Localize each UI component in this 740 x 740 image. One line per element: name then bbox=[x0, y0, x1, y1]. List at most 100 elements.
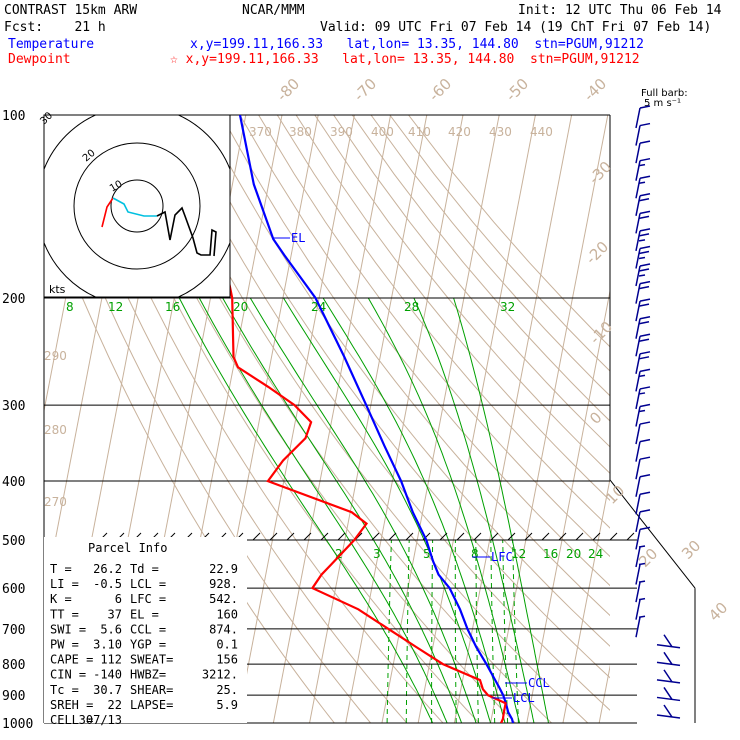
organization: NCAR/MMM bbox=[242, 3, 305, 18]
wind-barb-staff bbox=[635, 353, 641, 374]
wind-barb-flag bbox=[638, 215, 650, 220]
wind-barb-flag bbox=[639, 140, 651, 144]
legend-temperature-label: Temperature bbox=[8, 37, 94, 52]
dry-adiabat-line bbox=[408, 115, 610, 348]
theta-label: 290 bbox=[44, 349, 67, 363]
wind-barb-flag bbox=[639, 438, 651, 443]
dry-adiabat-line bbox=[108, 115, 516, 723]
isotherm-label: -70 bbox=[350, 75, 380, 105]
wind-barb-staff bbox=[635, 459, 641, 480]
parcel-info-cell: -140 bbox=[93, 668, 122, 682]
wind-barb-staff bbox=[635, 160, 641, 181]
isotherm-label: -10 bbox=[586, 318, 616, 348]
parcel-info-cell: LFC = bbox=[130, 592, 166, 606]
parcel-info-cell: 542. bbox=[209, 592, 238, 606]
parcel-info-cell: 37 bbox=[108, 607, 122, 621]
wind-barb bbox=[635, 386, 651, 410]
dry-adiabat-line bbox=[164, 115, 610, 711]
theta-label: 370 bbox=[249, 125, 272, 139]
mixing-ratio-line bbox=[454, 539, 457, 723]
wind-barb-flag bbox=[638, 320, 650, 325]
moist-adiabat-line bbox=[249, 297, 477, 723]
hatch-mark bbox=[405, 532, 414, 541]
dry-adiabat-line bbox=[370, 115, 610, 397]
wind-barb-column bbox=[635, 105, 681, 719]
wind-barb-flag bbox=[639, 193, 651, 197]
parcel-info-cell: 25. bbox=[216, 683, 238, 697]
wind-barb-staff bbox=[635, 441, 641, 462]
parcel-info-cell: SWEAT= bbox=[130, 653, 173, 667]
pressure-tick-label: 600 bbox=[2, 582, 25, 597]
isotherm-label: 10 bbox=[602, 482, 628, 508]
hodograph-trace-mid bbox=[112, 197, 157, 217]
wind-barb-staff bbox=[635, 423, 641, 445]
hatch-mark bbox=[626, 532, 635, 541]
hatch-mark bbox=[592, 532, 601, 541]
model-title: CONTRAST 15km ARW bbox=[4, 3, 137, 18]
wind-barb-flag bbox=[639, 491, 651, 496]
parcel-info-cell: HWBZ= bbox=[130, 668, 166, 682]
wind-barb-staff bbox=[635, 125, 641, 146]
parcel-info-cell: CCL = bbox=[130, 622, 166, 636]
init-time: Init: 12 UTC Thu 06 Feb 14 bbox=[518, 3, 722, 18]
wind-barb-flag bbox=[638, 545, 646, 548]
wind-barb-staff bbox=[656, 696, 681, 702]
wind-barb-staff bbox=[635, 336, 641, 357]
parcel-info-cell: 112 bbox=[100, 653, 122, 667]
isotherm-label: -50 bbox=[502, 75, 532, 105]
pressure-tick-label: 200 bbox=[2, 292, 25, 307]
wind-barb bbox=[635, 315, 651, 339]
hatch-mark bbox=[609, 532, 618, 541]
legend-dewpoint-label: Dewpoint bbox=[8, 52, 71, 67]
isotherm-line bbox=[272, 115, 392, 723]
parcel-info-cell: -0.5 bbox=[93, 577, 122, 591]
wind-barb bbox=[635, 545, 646, 568]
parcel-info-cell: 30.7 bbox=[93, 683, 122, 697]
hatch-mark bbox=[388, 532, 397, 541]
wind-barb bbox=[635, 526, 651, 550]
wind-barb-flag bbox=[638, 256, 646, 260]
parcel-info-cell: SWI = bbox=[50, 622, 86, 636]
wind-barb bbox=[656, 704, 681, 719]
wind-barb-staff bbox=[656, 714, 681, 719]
wind-barb-flag bbox=[639, 298, 651, 302]
hodograph-unit-label: kts bbox=[49, 283, 66, 296]
frame-corner bbox=[609, 479, 696, 589]
moist-adiabat-label: 32 bbox=[500, 300, 515, 314]
hodograph-trace-high bbox=[156, 206, 217, 257]
parcel-info-cell: 22.9 bbox=[209, 562, 238, 576]
wind-barb-staff bbox=[656, 661, 681, 667]
parcel-info-cell: T = bbox=[50, 562, 72, 576]
wind-barb-flag bbox=[638, 268, 650, 272]
wind-barb-flag bbox=[638, 181, 646, 184]
parcel-info-cell: 0.1 bbox=[216, 638, 238, 652]
mixing-ratio-label: 16 bbox=[543, 547, 558, 561]
moist-adiabat-line bbox=[222, 297, 463, 723]
hodograph: 10 20 30 kts bbox=[38, 110, 231, 298]
wind-barb-flag bbox=[639, 421, 651, 425]
wind-barb-flag bbox=[639, 175, 651, 179]
parcel-info-cell: 160 bbox=[216, 607, 238, 621]
dry-adiabat-line bbox=[201, 115, 610, 647]
wind-barb-staff bbox=[635, 529, 641, 550]
wind-barb-flag bbox=[639, 333, 651, 338]
wind-barb-flag bbox=[639, 210, 651, 215]
mixing-ratio-line bbox=[405, 539, 410, 723]
isotherm-line bbox=[598, 664, 610, 723]
parcel-info-cell: 5.9 bbox=[216, 698, 238, 712]
parcel-info-cell: PW = bbox=[50, 638, 79, 652]
wind-barb bbox=[635, 298, 651, 322]
pressure-tick-label: 400 bbox=[2, 475, 25, 490]
legend-dewpoint-info: ☆ x,y=199.11,166.33 lat,lon= 13.35, 144.… bbox=[170, 52, 640, 67]
theta-label: 430 bbox=[489, 125, 512, 139]
wind-barb-staff bbox=[635, 248, 641, 269]
temperature-profile bbox=[238, 115, 515, 723]
wind-barb-staff bbox=[635, 494, 641, 515]
pressure-tick-label: 500 bbox=[2, 534, 25, 549]
mixing-ratio-label: 3 bbox=[373, 547, 381, 561]
mixing-ratio-line bbox=[431, 539, 434, 723]
wind-barb-flag bbox=[639, 263, 651, 267]
parcel-info-cell: SREH = bbox=[50, 698, 93, 712]
wind-barb-flag bbox=[639, 122, 651, 127]
